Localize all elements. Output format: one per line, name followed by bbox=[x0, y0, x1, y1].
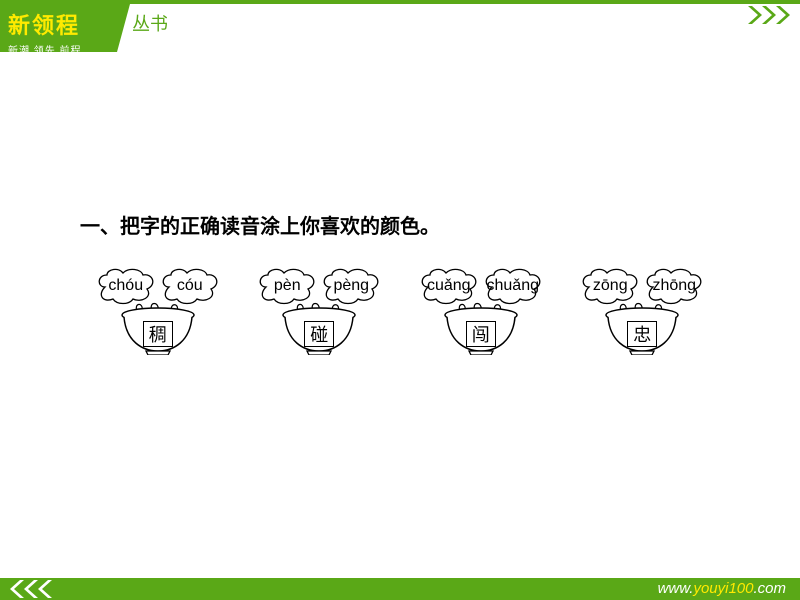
item-card: chóu cóu 稠 bbox=[80, 267, 236, 355]
top-chevrons-icon bbox=[748, 6, 790, 24]
bottom-chevrons-icon bbox=[10, 580, 52, 598]
pinyin-text: pèn bbox=[274, 277, 301, 295]
question-text: 一、把字的正确读音涂上你喜欢的颜色。 bbox=[80, 210, 720, 239]
url-suffix: .com bbox=[753, 580, 786, 597]
character-box: 忠 bbox=[627, 321, 657, 347]
character-text: 闯 bbox=[472, 321, 490, 347]
top-border bbox=[0, 0, 800, 4]
character-box: 碰 bbox=[304, 321, 334, 347]
header-sidetext: 丛书 bbox=[132, 10, 168, 36]
pinyin-text: chóu bbox=[108, 277, 143, 295]
brand-title: 新领程 bbox=[8, 8, 122, 40]
items-row: chóu cóu 稠 pèn pèng 碰 cuǎng chuǎng 闯 zōn… bbox=[80, 267, 720, 355]
character-text: 忠 bbox=[633, 321, 651, 347]
brand-subtitle: 新潮 领先 前程 bbox=[8, 42, 122, 57]
pinyin-text: cuǎng bbox=[427, 277, 471, 295]
pinyin-text: zhōng bbox=[652, 277, 696, 295]
pot-icon: 闯 bbox=[435, 299, 527, 355]
character-text: 稠 bbox=[149, 321, 167, 347]
pot-icon: 忠 bbox=[596, 299, 688, 355]
header-tab: 新领程 新潮 领先 前程 bbox=[0, 4, 130, 52]
item-card: zōng zhōng 忠 bbox=[565, 267, 721, 355]
pinyin-text: zōng bbox=[593, 277, 628, 295]
item-card: pèn pèng 碰 bbox=[242, 267, 398, 355]
footer-url: www.youyi100.com bbox=[658, 580, 786, 597]
pinyin-text: cóu bbox=[177, 277, 203, 295]
character-text: 碰 bbox=[310, 321, 328, 347]
url-highlight: youyi100 bbox=[693, 580, 753, 597]
content-area: 一、把字的正确读音涂上你喜欢的颜色。 chóu cóu 稠 pèn pèng 碰… bbox=[80, 210, 720, 355]
url-prefix: www. bbox=[658, 580, 694, 597]
item-card: cuǎng chuǎng 闯 bbox=[403, 267, 559, 355]
pinyin-text: chuǎng bbox=[487, 277, 540, 295]
pot-icon: 稠 bbox=[112, 299, 204, 355]
character-box: 闯 bbox=[466, 321, 496, 347]
pot-icon: 碰 bbox=[273, 299, 365, 355]
character-box: 稠 bbox=[143, 321, 173, 347]
pinyin-text: pèng bbox=[333, 277, 369, 295]
